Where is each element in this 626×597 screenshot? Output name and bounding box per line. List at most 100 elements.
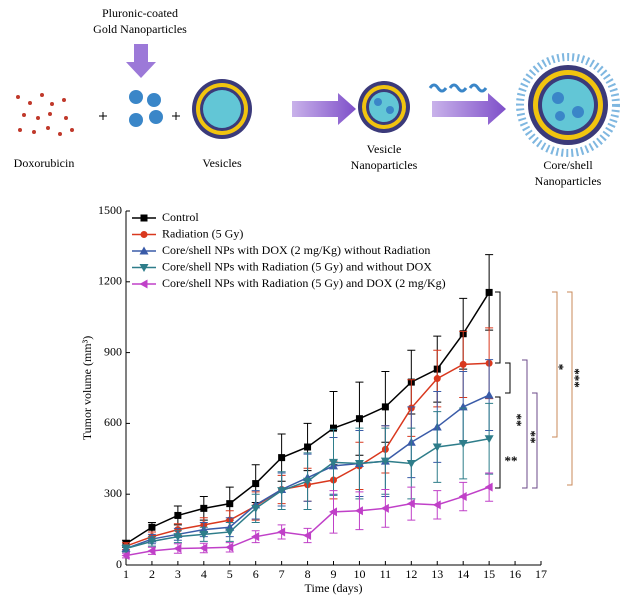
legend-label: Control (162, 210, 199, 224)
y-tick-label: 1500 (98, 203, 122, 217)
marker (406, 460, 416, 469)
arrow (292, 93, 356, 125)
y-tick-label: 300 (104, 486, 122, 500)
arrow (432, 93, 506, 125)
marker (329, 458, 338, 467)
marker (174, 511, 182, 519)
marker (433, 375, 441, 383)
significance-label: ** (527, 431, 542, 444)
marker (485, 288, 493, 296)
marker (406, 499, 415, 509)
legend-marker (139, 279, 148, 289)
marker (381, 403, 389, 411)
plus-signs (99, 112, 180, 120)
vesicle (192, 79, 252, 139)
y-tick-label: 0 (116, 557, 122, 571)
marker (200, 504, 208, 512)
significance-label: *** (571, 368, 586, 388)
x-tick-label: 6 (253, 567, 259, 581)
schematic-label: Nanoparticles (351, 158, 418, 172)
core-shell-nps (516, 53, 620, 157)
schematic-label: Pluronic-coated (102, 6, 178, 20)
marker (458, 439, 468, 448)
marker (484, 482, 493, 492)
marker (459, 360, 467, 368)
marker (354, 460, 364, 469)
marker (277, 487, 287, 496)
schematic-label: Vesicles (202, 156, 242, 170)
significance-label: ** (513, 414, 528, 427)
gold-nps (129, 90, 163, 127)
marker (484, 390, 494, 399)
schematic-label: Core/shell (543, 158, 593, 172)
dox-dots (16, 93, 74, 136)
marker (484, 435, 494, 444)
x-tick-label: 5 (227, 567, 233, 581)
marker (278, 454, 286, 462)
marker (251, 504, 261, 513)
x-tick-label: 8 (305, 567, 311, 581)
significance-bracket (505, 362, 511, 394)
x-tick-label: 16 (509, 567, 521, 581)
marker (147, 546, 156, 556)
significance-bracket (532, 392, 538, 489)
marker (458, 492, 467, 502)
marker (354, 506, 363, 516)
x-tick-label: 1 (123, 567, 129, 581)
x-tick-label: 15 (483, 567, 495, 581)
marker (173, 543, 182, 553)
marker (225, 528, 235, 537)
marker (147, 537, 157, 546)
marker (380, 457, 390, 466)
marker (148, 523, 156, 531)
marker (329, 507, 337, 517)
marker (304, 443, 312, 451)
legend-label: Core/shell NPs with DOX (2 mg/Kg) withou… (162, 243, 430, 257)
schematic-label: Doxorubicin (14, 156, 75, 170)
marker (251, 532, 260, 542)
x-tick-label: 4 (201, 567, 207, 581)
marker (303, 477, 313, 486)
marker (432, 500, 441, 510)
significance-bracket (522, 359, 528, 489)
schematic (16, 44, 620, 157)
legend-marker (140, 214, 148, 222)
y-tick-label: 900 (104, 344, 122, 358)
legend-marker (139, 264, 149, 272)
marker (199, 543, 208, 553)
x-tick-label: 7 (279, 567, 285, 581)
pluronic (428, 83, 488, 93)
marker (226, 500, 234, 508)
significance-label: * (555, 364, 570, 371)
marker (355, 415, 363, 423)
x-tick-label: 13 (431, 567, 443, 581)
marker (199, 530, 209, 539)
y-tick-label: 600 (104, 415, 122, 429)
y-axis-label: Tumor volume (mm³) (80, 336, 94, 441)
significance-bracket (495, 291, 501, 364)
x-tick-label: 2 (149, 567, 155, 581)
legend-marker (139, 246, 149, 255)
x-tick-label: 17 (535, 567, 547, 581)
x-tick-label: 10 (353, 567, 365, 581)
significance-bracket (495, 396, 501, 489)
marker (173, 533, 183, 542)
x-tick-label: 12 (405, 567, 417, 581)
schematic-label: Gold Nanoparticles (93, 22, 187, 36)
marker (330, 424, 337, 432)
legend-marker (140, 231, 148, 238)
arrow (126, 44, 156, 78)
vesicle-nps (358, 81, 410, 133)
legend-label: Core/shell NPs with Radiation (5 Gy) and… (162, 259, 432, 273)
x-tick-label: 11 (380, 567, 392, 581)
x-tick-label: 3 (175, 567, 181, 581)
schematic-label: Nanoparticles (535, 174, 602, 188)
marker (225, 542, 234, 552)
x-axis-label: Time (days) (305, 581, 363, 595)
y-tick-label: 1200 (98, 274, 122, 288)
significance-bracket (552, 291, 558, 438)
schematic-label: Vesicle (367, 142, 402, 156)
marker (252, 480, 260, 488)
marker (380, 503, 389, 513)
